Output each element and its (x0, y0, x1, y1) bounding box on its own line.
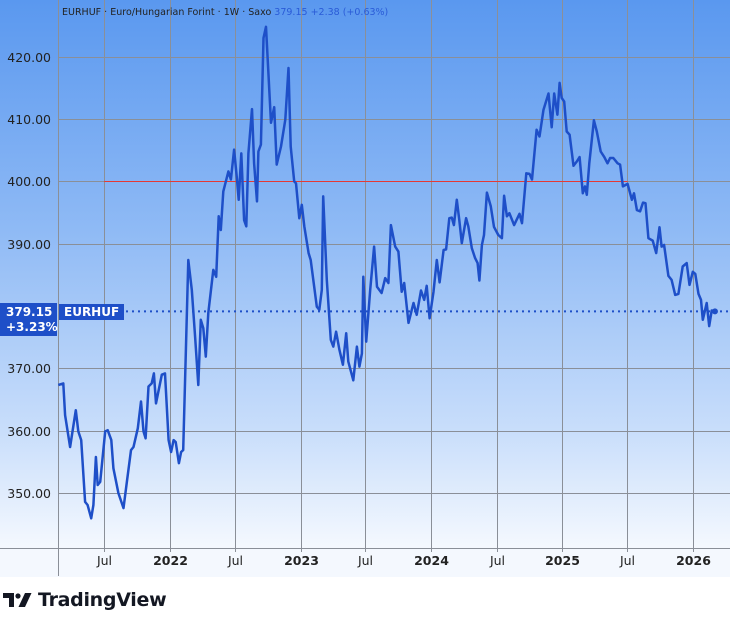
tradingview-logo[interactable]: TradingView (3, 589, 167, 611)
x-tick-label: Jul (227, 553, 244, 568)
last-point-marker (711, 308, 718, 315)
last-price-change: +3.23% (6, 320, 58, 334)
tradingview-logo-icon (3, 593, 32, 607)
x-tick-label: Jul (357, 553, 374, 568)
grid (59, 0, 730, 552)
y-tick-label: 420.00 (7, 49, 51, 65)
legend-separator: · (242, 7, 246, 18)
x-tick-label: Jul (489, 553, 506, 568)
last-price-tag: 379.15 +3.23% (0, 303, 58, 336)
y-tick-label: 370.00 (7, 360, 51, 376)
x-tick-label: Jul (619, 553, 636, 568)
last-price-value: 379.15 (6, 305, 53, 319)
y-tick-label: 390.00 (7, 236, 51, 252)
y-tick-label: 410.00 (7, 111, 51, 127)
series-line-eurhuf (57, 25, 716, 520)
series-points (711, 308, 718, 315)
price-chart[interactable] (0, 0, 730, 576)
symbol-tag: EURHUF (59, 304, 125, 320)
x-tick-label: 2026 (676, 553, 711, 568)
x-tick-label: Jul (96, 553, 113, 568)
legend-interval: 1W (223, 7, 240, 18)
x-tick-label: 2024 (414, 553, 449, 568)
x-tick-label: 2022 (153, 553, 188, 568)
legend-last-price: 379.15 (274, 7, 308, 18)
x-tick-label: 2025 (545, 553, 580, 568)
legend-change: +2.38 (+0.63%) (310, 7, 389, 18)
y-tick-label: 400.00 (7, 173, 51, 189)
chart-legend[interactable]: EURHUF · Euro/Hungarian Forint · 1W · Sa… (62, 7, 388, 18)
y-tick-label: 350.00 (7, 485, 51, 501)
y-tick-label: 360.00 (7, 423, 51, 439)
tradingview-logo-text: TradingView (38, 589, 167, 611)
legend-separator: · (217, 7, 221, 18)
legend-symbol: EURHUF (62, 7, 102, 18)
legend-separator: · (104, 7, 108, 18)
x-tick-label: 2023 (284, 553, 319, 568)
legend-source: Saxo (248, 7, 272, 18)
legend-name: Euro/Hungarian Forint (110, 7, 215, 18)
